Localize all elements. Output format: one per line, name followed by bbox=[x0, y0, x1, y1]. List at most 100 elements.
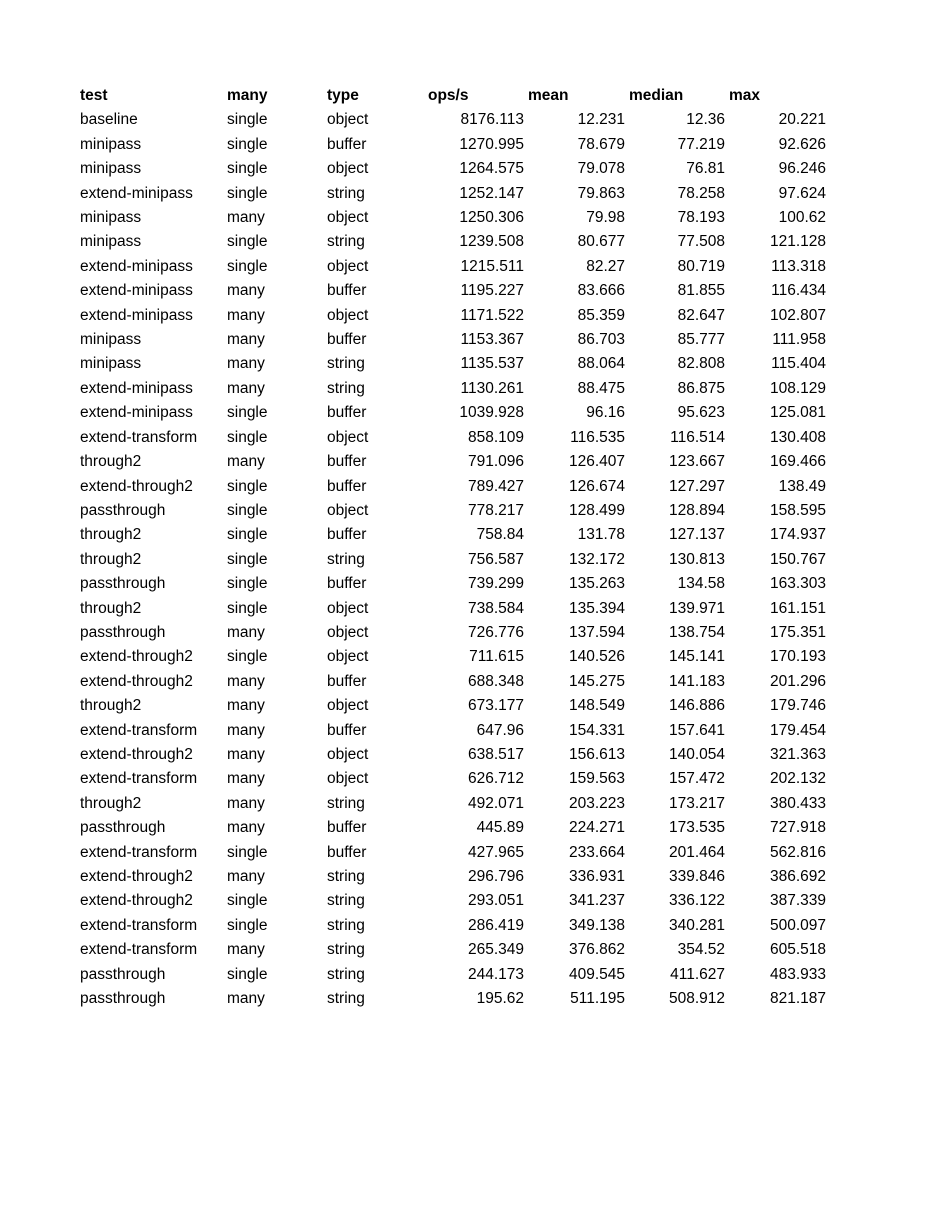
cell-test: baseline bbox=[80, 111, 138, 129]
table-row: extend-minipass many object 1171.522 85.359 8… bbox=[80, 304, 830, 328]
cell-type: buffer bbox=[327, 331, 367, 349]
table-row: passthrough single string 244.173 409.545 411… bbox=[80, 963, 830, 987]
cell-max: 500.097 bbox=[769, 916, 826, 934]
cell-ops: 244.173 bbox=[467, 965, 524, 983]
cell-max: 179.454 bbox=[769, 721, 826, 739]
cell-mean: 78.679 bbox=[577, 135, 625, 153]
table-row: through2 many buffer 791.096 126.407 123.667 1… bbox=[80, 450, 830, 474]
table-row: minipass many object 1250.306 79.98 78.193 100… bbox=[80, 206, 830, 230]
cell-type: string bbox=[327, 794, 365, 812]
cell-mean: 79.98 bbox=[586, 209, 625, 227]
cell-median: 157.472 bbox=[668, 770, 725, 788]
cell-mean: 159.563 bbox=[568, 770, 625, 788]
cell-many: many bbox=[227, 672, 265, 690]
cell-max: 321.363 bbox=[769, 745, 826, 763]
cell-max: 821.187 bbox=[769, 990, 826, 1008]
cell-median: 134.58 bbox=[677, 575, 725, 593]
cell-median: 82.647 bbox=[677, 306, 725, 324]
cell-type: string bbox=[327, 550, 365, 568]
table-row: through2 many object 673.177 148.549 146.886 1… bbox=[80, 694, 830, 718]
cell-many: single bbox=[227, 477, 268, 495]
cell-ops: 1250.306 bbox=[459, 209, 524, 227]
cell-mean: 131.78 bbox=[577, 526, 625, 544]
cell-ops: 858.109 bbox=[467, 428, 524, 446]
header-mean: mean bbox=[528, 87, 569, 104]
cell-median: 76.81 bbox=[686, 160, 725, 178]
cell-median: 82.808 bbox=[677, 355, 725, 373]
cell-ops: 492.071 bbox=[467, 794, 524, 812]
cell-test: extend-through2 bbox=[80, 892, 193, 910]
table-row: extend-minipass single string 1252.147 79.86… bbox=[80, 182, 830, 206]
cell-many: single bbox=[227, 575, 268, 593]
cell-ops: 195.62 bbox=[476, 990, 524, 1008]
cell-test: extend-transform bbox=[80, 428, 198, 446]
cell-max: 115.404 bbox=[771, 355, 826, 373]
cell-type: string bbox=[327, 916, 365, 934]
cell-max: 562.816 bbox=[769, 843, 826, 861]
cell-median: 85.777 bbox=[677, 331, 725, 349]
cell-mean: 83.666 bbox=[577, 282, 625, 300]
cell-many: many bbox=[227, 623, 265, 641]
cell-type: buffer bbox=[327, 672, 367, 690]
header-median: median bbox=[629, 87, 684, 104]
cell-median: 140.054 bbox=[668, 745, 725, 763]
cell-test: extend-minipass bbox=[80, 184, 193, 202]
table-row: extend-through2 single buffer 789.427 126.67… bbox=[80, 475, 830, 499]
cell-mean: 12.231 bbox=[577, 111, 625, 129]
cell-mean: 224.271 bbox=[568, 819, 625, 837]
cell-test: passthrough bbox=[80, 575, 166, 593]
cell-ops: 286.419 bbox=[467, 916, 524, 934]
cell-ops: 1252.147 bbox=[459, 184, 524, 202]
cell-median: 354.52 bbox=[677, 941, 725, 959]
cell-test: through2 bbox=[80, 697, 142, 715]
table-row: minipass single string 1239.508 80.677 77.508… bbox=[80, 230, 830, 254]
cell-test: extend-through2 bbox=[80, 868, 193, 885]
cell-many: single bbox=[227, 428, 268, 446]
cell-test: extend-minipass bbox=[80, 257, 193, 275]
cell-many: many bbox=[227, 379, 265, 397]
table-row: passthrough single buffer 739.299 135.263 134… bbox=[80, 572, 830, 596]
cell-type: buffer bbox=[327, 135, 367, 153]
table-row: extend-through2 many string 296.796 336.931 3… bbox=[80, 865, 830, 889]
cell-median: 78.258 bbox=[677, 184, 725, 202]
cell-median: 80.719 bbox=[677, 257, 725, 275]
cell-mean: 148.549 bbox=[568, 697, 625, 715]
cell-many: many bbox=[227, 697, 265, 715]
cell-max: 605.518 bbox=[769, 941, 826, 959]
cell-ops: 8176.113 bbox=[460, 111, 525, 129]
cell-type: object bbox=[327, 648, 369, 666]
cell-ops: 1171.522 bbox=[460, 306, 525, 324]
cell-median: 508.912 bbox=[668, 990, 725, 1008]
cell-mean: 511.195 bbox=[570, 990, 625, 1008]
table-row: extend-transform single string 286.419 349.1… bbox=[80, 914, 830, 938]
cell-many: many bbox=[227, 868, 265, 885]
cell-ops: 638.517 bbox=[467, 745, 524, 763]
cell-ops: 296.796 bbox=[467, 868, 524, 885]
table-row: passthrough single object 778.217 128.499 128… bbox=[80, 499, 830, 523]
table-row: minipass many buffer 1153.367 86.703 85.777 11… bbox=[80, 328, 830, 352]
cell-ops: 673.177 bbox=[467, 697, 524, 715]
cell-mean: 86.703 bbox=[577, 331, 625, 349]
cell-mean: 135.394 bbox=[568, 599, 625, 617]
cell-test: minipass bbox=[80, 160, 142, 178]
table-row: extend-through2 many object 638.517 156.613 1… bbox=[80, 743, 830, 767]
cell-max: 158.595 bbox=[769, 501, 826, 519]
cell-mean: 116.535 bbox=[570, 428, 625, 446]
table-row: extend-transform many buffer 647.96 154.331 1… bbox=[80, 719, 830, 743]
cell-type: object bbox=[327, 770, 369, 788]
cell-ops: 1195.227 bbox=[460, 282, 525, 300]
cell-type: object bbox=[327, 745, 369, 763]
cell-type: string bbox=[327, 965, 365, 983]
header-type: type bbox=[327, 87, 359, 104]
cell-median: 138.754 bbox=[668, 623, 725, 641]
cell-median: 128.894 bbox=[668, 501, 725, 519]
table-row: extend-minipass many string 1130.261 88.475 8… bbox=[80, 377, 830, 401]
cell-max: 174.937 bbox=[769, 526, 826, 544]
cell-mean: 135.263 bbox=[568, 575, 625, 593]
cell-many: many bbox=[227, 355, 265, 373]
cell-type: buffer bbox=[327, 819, 367, 837]
cell-mean: 233.664 bbox=[568, 843, 625, 861]
cell-max: 125.081 bbox=[769, 404, 826, 422]
cell-type: object bbox=[327, 501, 369, 519]
cell-many: many bbox=[227, 770, 265, 788]
